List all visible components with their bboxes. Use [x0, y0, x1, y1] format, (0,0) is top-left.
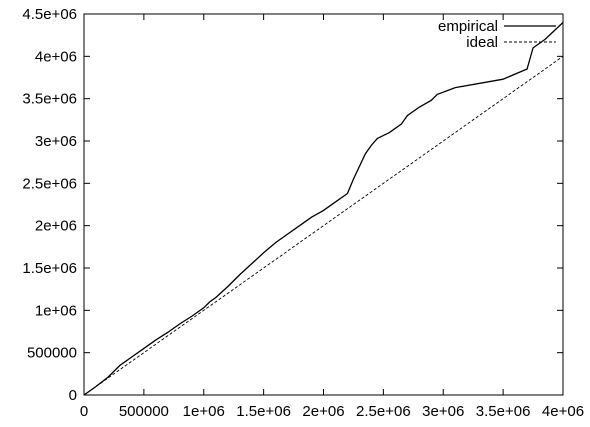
plot-frame — [83, 13, 564, 396]
x-tick-label: 2.5e+06 — [356, 403, 411, 420]
series-group — [83, 21, 564, 396]
y-tick-label: 1e+06 — [35, 302, 77, 319]
y-tick-label: 500000 — [27, 345, 77, 362]
x-tick-label: 0 — [80, 403, 88, 420]
axis-ticks — [83, 13, 564, 396]
x-tick-label: 3.5e+06 — [476, 403, 531, 420]
x-tick-label: 2e+06 — [302, 403, 344, 420]
y-tick-label: 3e+06 — [35, 133, 77, 150]
x-tick-label: 1e+06 — [183, 403, 225, 420]
y-tick-label: 4e+06 — [35, 48, 77, 65]
y-tick-label: 2.5e+06 — [22, 175, 77, 192]
legend-label-empirical: empirical — [438, 18, 498, 35]
y-tick-label: 3.5e+06 — [22, 91, 77, 108]
y-tick-label: 1.5e+06 — [22, 260, 77, 277]
x-tick-label: 500000 — [119, 403, 169, 420]
axis-tick-labels: 0 500000 1e+06 1.5e+06 2e+06 2.5e+06 3e+06 3.5e… — [22, 6, 584, 420]
x-tick-label: 1.5e+06 — [236, 403, 291, 420]
y-tick-label: 2e+06 — [35, 218, 77, 235]
y-tick-label: 4.5e+06 — [22, 6, 77, 23]
legend-label-ideal: ideal — [466, 34, 498, 51]
series-line-ideal — [83, 55, 564, 396]
x-tick-label: 4e+06 — [542, 403, 584, 420]
x-tick-label: 3e+06 — [422, 403, 464, 420]
series-line-empirical — [83, 21, 564, 396]
y-tick-label: 0 — [69, 387, 77, 404]
